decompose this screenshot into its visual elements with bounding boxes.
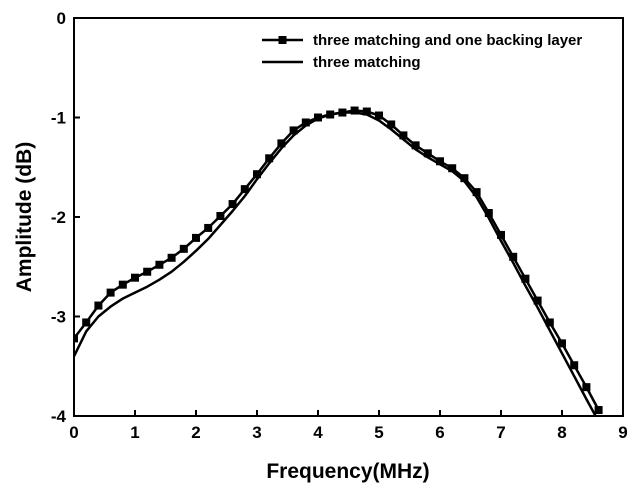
- series-1-point: [448, 164, 457, 173]
- series-1-point: [387, 120, 396, 129]
- series-1-point: [558, 339, 566, 348]
- series-1-point: [399, 131, 408, 140]
- series-1-point: [277, 139, 286, 148]
- series-1-point: [94, 301, 103, 310]
- ticks-layer: 0 1 2 3 4 5 6 7 8 9 0 -1 -2 -3 -4: [51, 9, 628, 442]
- series-1-point: [143, 267, 152, 276]
- series-1-point: [118, 280, 127, 289]
- series-1-point: [509, 252, 518, 261]
- x-tick-label: 1: [130, 423, 139, 442]
- series-1-point: [570, 361, 579, 370]
- y-tick-label: 0: [57, 9, 66, 28]
- series-1-point: [545, 318, 554, 327]
- legend-label-1: three matching and one backing layer: [313, 32, 582, 49]
- series-1-point: [167, 253, 176, 262]
- series-1-point: [497, 230, 505, 239]
- series-1-point: [216, 212, 225, 221]
- x-tick-label: 7: [496, 423, 505, 442]
- y-tick-label: -3: [51, 308, 66, 327]
- x-axis-title: Frequency(MHz): [266, 460, 429, 483]
- series-line-2: [74, 111, 597, 416]
- x-tick-label: 6: [435, 423, 444, 442]
- y-tick-label: -1: [51, 109, 66, 128]
- series-1-point: [228, 200, 237, 209]
- x-tick-label: 3: [252, 423, 261, 442]
- series-1-point: [472, 188, 481, 197]
- series-1-point: [460, 174, 469, 183]
- series-1-point: [106, 288, 115, 297]
- series-1-point: [253, 170, 261, 179]
- series-1-point: [179, 244, 188, 253]
- legend: three matching and one backing layer thre…: [262, 32, 582, 71]
- series-1-point: [74, 334, 78, 343]
- x-tick-label: 9: [618, 423, 627, 442]
- series-1-point: [204, 223, 213, 232]
- series-1-point: [350, 106, 359, 115]
- series-1-point: [533, 296, 542, 305]
- x-tick-label: 2: [191, 423, 200, 442]
- y-axis-title: Amplitude (dB): [13, 142, 36, 292]
- series-1-point: [436, 157, 444, 166]
- series-1-point: [265, 154, 274, 163]
- x-tick-label: 8: [557, 423, 566, 442]
- series-1-point: [594, 406, 603, 415]
- y-tick-label: -2: [51, 208, 66, 227]
- series-layer: [74, 106, 603, 416]
- series-1-point: [301, 118, 310, 127]
- x-tick-label: 0: [69, 423, 78, 442]
- series-1-point: [362, 107, 371, 116]
- x-tick-label: 5: [374, 423, 383, 442]
- series-1-point: [82, 318, 91, 327]
- plot-frame: [73, 17, 624, 417]
- series-1-point: [411, 141, 420, 150]
- series-1-point: [131, 273, 139, 282]
- series-1-point: [484, 209, 493, 218]
- series-1-point: [423, 149, 432, 158]
- series-1-point: [375, 111, 383, 120]
- y-tick-label: -4: [51, 407, 67, 426]
- x-tick-label: 4: [313, 423, 323, 442]
- legend-label-2: three matching: [313, 54, 421, 71]
- series-1-point: [192, 233, 200, 242]
- series-1-point: [521, 274, 530, 283]
- series-1-point: [155, 260, 164, 269]
- series-line-1: [74, 109, 600, 411]
- series-1-point: [289, 126, 298, 135]
- series-1-point: [582, 383, 591, 392]
- legend-marker-1: [278, 36, 287, 44]
- series-1-point: [240, 185, 249, 194]
